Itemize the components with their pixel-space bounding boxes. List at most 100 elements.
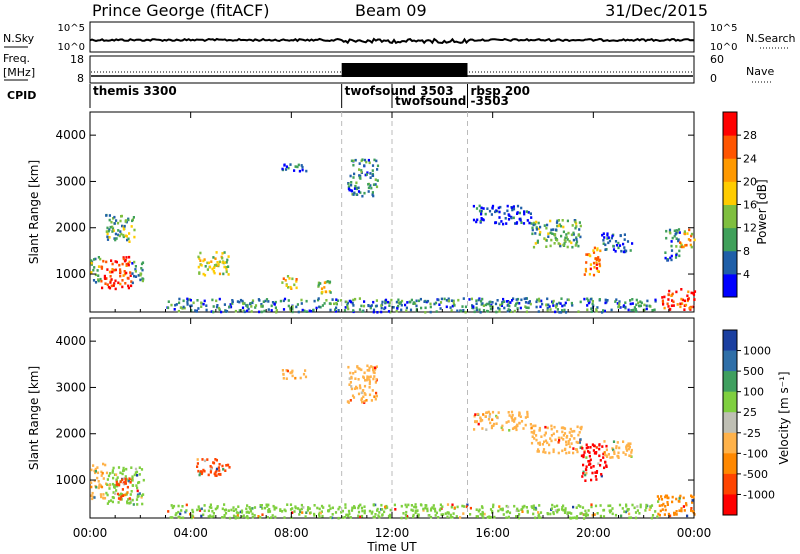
velocity-cell bbox=[589, 462, 592, 466]
velocity-cell bbox=[106, 502, 109, 505]
velocity-cell bbox=[417, 513, 420, 517]
velocity-cell bbox=[627, 508, 630, 511]
power-cell bbox=[367, 183, 370, 186]
velocity-cell bbox=[507, 515, 510, 519]
power-cell bbox=[396, 307, 399, 310]
power-cell bbox=[106, 238, 110, 241]
velocity-cell bbox=[232, 514, 236, 518]
power-cell bbox=[344, 306, 347, 309]
power-cell bbox=[286, 275, 290, 278]
power-cell bbox=[591, 300, 594, 303]
velocity-cell bbox=[267, 510, 270, 514]
velocity-cell bbox=[451, 503, 454, 507]
power-cell bbox=[535, 220, 538, 224]
velocity-cell bbox=[506, 510, 509, 513]
velocity-cell bbox=[578, 431, 581, 434]
power-cell bbox=[127, 237, 130, 241]
velocity-cell bbox=[601, 445, 604, 448]
velocity-cell bbox=[129, 501, 132, 504]
power-cell bbox=[197, 255, 200, 259]
velocity-cell bbox=[570, 512, 573, 515]
velocity-cell bbox=[519, 415, 522, 418]
power-cell bbox=[363, 191, 366, 195]
power-cell bbox=[186, 303, 189, 306]
power-cell bbox=[287, 166, 290, 170]
power-cell bbox=[110, 284, 113, 288]
velocity-cell bbox=[493, 515, 496, 519]
power-cell bbox=[683, 232, 687, 236]
power-cell bbox=[380, 310, 383, 314]
velocity-cell bbox=[372, 503, 375, 507]
power-cell bbox=[618, 244, 622, 247]
power-cell bbox=[122, 228, 125, 231]
power-cell bbox=[370, 304, 373, 307]
velocity-cell bbox=[532, 512, 535, 516]
power-cell bbox=[405, 306, 408, 310]
power-cell bbox=[473, 310, 476, 314]
velocity-cell bbox=[211, 509, 214, 513]
power-cell bbox=[409, 308, 413, 312]
velocity-cell bbox=[538, 428, 541, 432]
power-cell bbox=[203, 273, 207, 277]
power-cell bbox=[263, 309, 266, 313]
power-cell bbox=[121, 285, 124, 289]
velocity-colorbar-frame bbox=[722, 329, 738, 516]
velocity-cell bbox=[360, 506, 364, 510]
velocity-cell bbox=[125, 467, 128, 471]
power-cell bbox=[107, 229, 110, 233]
velocity-cell bbox=[363, 400, 366, 403]
velocity-cell bbox=[281, 510, 284, 513]
power-cell bbox=[210, 260, 213, 263]
velocity-cell bbox=[363, 511, 366, 515]
y-tick-label: 2000 bbox=[55, 221, 86, 235]
velocity-cell bbox=[368, 386, 371, 389]
velocity-cell bbox=[349, 371, 352, 375]
power-cell bbox=[137, 274, 140, 277]
power-cell bbox=[372, 310, 375, 314]
velocity-cell bbox=[218, 469, 221, 472]
velocity-cell bbox=[630, 451, 633, 454]
velocity-cell bbox=[604, 453, 607, 456]
power-cell bbox=[350, 181, 353, 184]
power-cell bbox=[415, 304, 418, 308]
power-cell bbox=[289, 307, 292, 310]
power-cell bbox=[506, 304, 509, 307]
velocity-cell bbox=[548, 451, 551, 455]
power-cell bbox=[301, 165, 304, 169]
velocity-cell bbox=[100, 474, 103, 477]
velocity-cell bbox=[214, 507, 217, 511]
velocity-cell bbox=[598, 447, 601, 451]
power-cell bbox=[321, 290, 324, 294]
power-cell bbox=[105, 277, 108, 280]
power-cell bbox=[114, 238, 117, 242]
power-cell bbox=[218, 272, 222, 276]
velocity-cell bbox=[572, 505, 575, 509]
power-cell bbox=[202, 272, 205, 276]
velocity-cell bbox=[666, 501, 669, 504]
power-cell bbox=[236, 300, 239, 303]
velocity-cell bbox=[358, 367, 361, 371]
power-cell bbox=[352, 159, 355, 163]
velocity-cell bbox=[475, 515, 478, 518]
x-axis: 00:00 04:00 08:00 12:00 16:00 20:00 00:00 bbox=[73, 112, 711, 540]
velocity-cell bbox=[353, 506, 356, 510]
power-cell bbox=[318, 305, 321, 309]
velocity-cell bbox=[549, 512, 552, 516]
power-cell bbox=[575, 236, 578, 239]
velocity-cell bbox=[516, 423, 519, 427]
power-cell bbox=[309, 310, 312, 313]
power-cell bbox=[141, 268, 144, 272]
velocity-cell bbox=[491, 418, 494, 421]
power-cell bbox=[478, 308, 481, 312]
velocity-cell bbox=[237, 505, 240, 508]
power-cell bbox=[683, 304, 686, 307]
power-cell bbox=[372, 194, 375, 198]
velocity-cell bbox=[539, 511, 543, 514]
velocity-cell bbox=[207, 509, 210, 513]
velocity-cell bbox=[671, 495, 674, 499]
velocity-cell bbox=[360, 397, 363, 400]
velocity-cell bbox=[374, 381, 377, 384]
power-cell bbox=[300, 164, 303, 167]
power-cell bbox=[361, 158, 364, 161]
velocity-cell bbox=[191, 510, 195, 514]
